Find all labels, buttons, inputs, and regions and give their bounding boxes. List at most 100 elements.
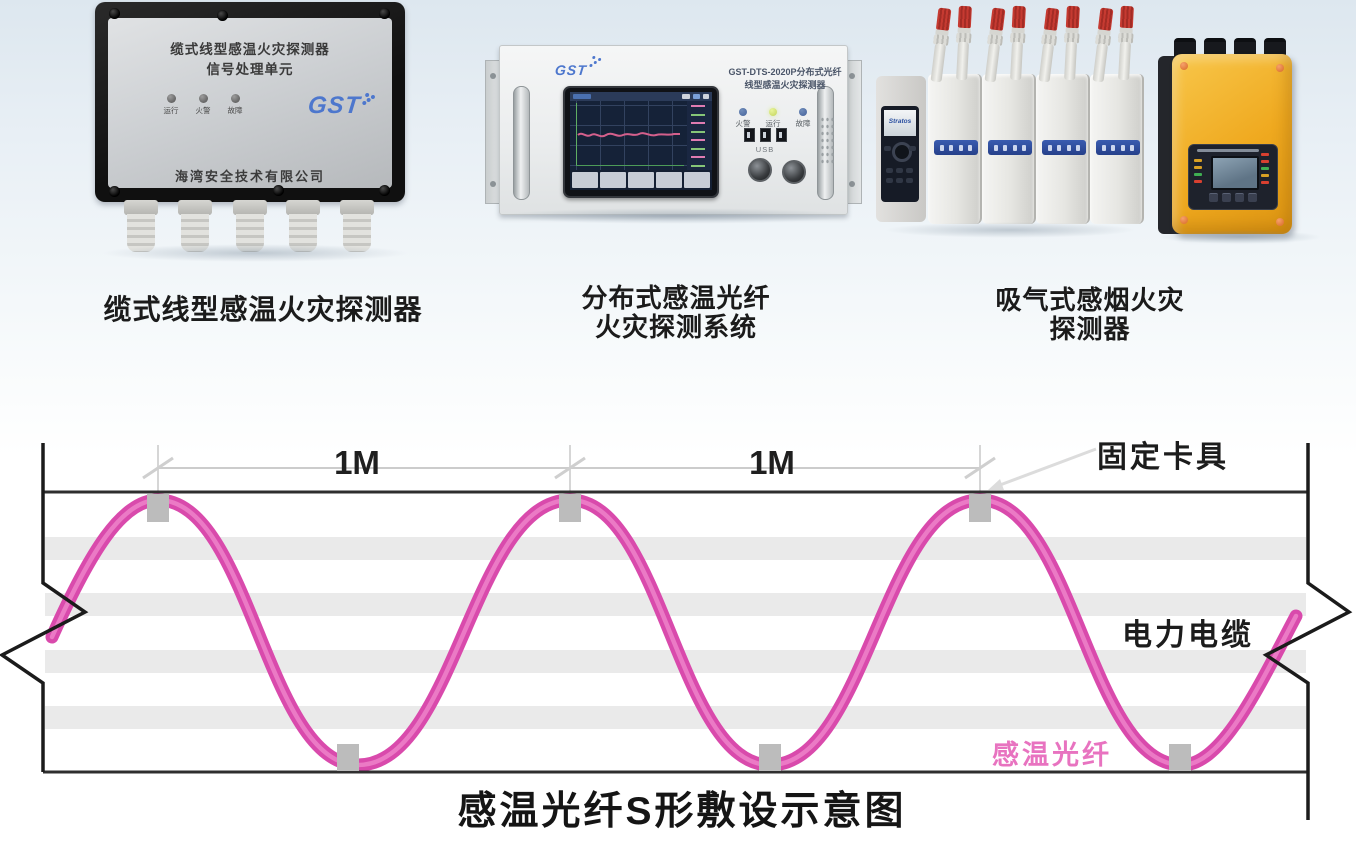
screw-icon <box>1180 62 1188 70</box>
led-run: 运行 <box>154 94 188 116</box>
module-status-strip <box>1096 140 1140 155</box>
fixing-clamp <box>147 494 169 522</box>
led-dot <box>769 108 777 116</box>
product-shadow <box>100 244 410 262</box>
indicator-run: 运行 <box>755 108 791 129</box>
clamp-label: 固定卡具 <box>1097 440 1229 474</box>
sampling-pipe <box>1008 5 1027 81</box>
panel-button <box>1248 193 1257 202</box>
left-break-line <box>0 443 89 772</box>
signal-processing-unit-photo: 缆式线型感温火灾探测器 信号处理单元 运行 火警 故障 GST 海湾安全技术有限… <box>95 2 405 254</box>
led-dot <box>799 108 807 116</box>
sampling-pipe <box>1091 7 1115 83</box>
gst-logo-icon: GST <box>307 92 368 120</box>
sensing-fiber-highlight <box>49 497 1299 768</box>
module-status-strip <box>988 140 1032 155</box>
led-dot <box>198 94 208 103</box>
sampling-pipe <box>1037 7 1061 83</box>
module-status-strip <box>934 140 978 155</box>
dimension-slash <box>142 456 174 480</box>
sampling-pipe <box>983 7 1007 83</box>
detector-module <box>982 74 1036 224</box>
screw-icon <box>273 185 284 196</box>
detector-module <box>1090 74 1144 224</box>
fixing-clamp <box>337 744 359 771</box>
usb-label: USB <box>755 145 775 154</box>
clamp-leader-line <box>999 447 1097 487</box>
caption-dts-system: 分布式感温光纤 火灾探测系统 <box>581 283 771 342</box>
device-title-line2: 信号处理单元 <box>206 62 294 77</box>
sampling-pipe <box>1062 5 1081 81</box>
screen-header <box>570 92 712 101</box>
product-shadow <box>495 208 855 224</box>
led-column-left <box>1194 159 1206 187</box>
fiber-laying-diagram: 1M 1M 固定卡具 电力电缆 感温光纤 感温光纤S形敷设示意图 <box>0 440 1353 833</box>
display-brand: Stratos <box>888 118 912 125</box>
yellow-detector-photo <box>1150 30 1330 242</box>
screw-icon <box>1276 218 1284 226</box>
gst-logo-icon: GST <box>554 62 593 78</box>
screen-content <box>570 92 712 190</box>
touchscreen <box>563 86 719 198</box>
temperature-trace <box>577 132 680 138</box>
fixing-clamp <box>759 744 781 771</box>
usb-port-icon <box>744 128 755 142</box>
power-cable-stripe <box>45 537 1306 560</box>
screw-icon <box>1180 216 1188 224</box>
module-display: Stratos <box>884 110 916 136</box>
device-title-line1: 缆式线型感温火灾探测器 <box>170 42 330 57</box>
fixing-clamp <box>969 494 991 522</box>
detector-module <box>928 74 982 224</box>
power-cable-stripe <box>45 706 1306 729</box>
diagram-title: 感温光纤S形敷设示意图 <box>457 790 906 833</box>
usb-port-icon <box>760 128 771 142</box>
panel-button <box>1222 193 1231 202</box>
dimension-label-2: 1M <box>749 444 795 481</box>
detector-module <box>1036 74 1090 224</box>
led-dot <box>166 94 176 103</box>
screw-icon <box>109 186 120 197</box>
led-dot <box>230 94 240 103</box>
cable-gland <box>340 200 374 252</box>
screw-icon <box>217 10 228 21</box>
panel-button <box>1209 193 1218 202</box>
product-shadow <box>884 222 1136 238</box>
control-module: Stratos <box>876 76 926 222</box>
indicator-fault: 故障 <box>785 108 821 129</box>
gst-logo-swoosh-icon <box>589 64 593 67</box>
screw-icon <box>1276 64 1284 72</box>
power-cable-stripe <box>45 593 1306 616</box>
sampling-pipe <box>929 7 953 83</box>
device-faceplate: 缆式线型感温火灾探测器 信号处理单元 运行 火警 故障 GST 海湾安全技术有限… <box>108 18 392 188</box>
temperature-chart <box>570 101 687 170</box>
led-fire: 火警 <box>186 94 220 116</box>
led-column-right <box>1261 153 1273 188</box>
indicator-fire: 火警 <box>725 108 761 129</box>
panel-header <box>1197 149 1259 152</box>
fiber-label: 感温光纤 <box>992 739 1112 770</box>
led-dot <box>739 108 747 116</box>
cable-gland <box>233 200 267 252</box>
clamp-leader-arrow-icon <box>988 479 1004 490</box>
dts-host-photo: GST GST-DTS-2020P分布式光纤 线型感温火灾探测器 <box>485 45 862 220</box>
usb-port-icon <box>776 128 787 142</box>
gst-logo-swoosh-icon <box>362 101 367 105</box>
company-name: 海湾安全技术有限公司 <box>174 169 325 184</box>
led-fault: 故障 <box>218 94 252 116</box>
product-shadow <box>1158 230 1322 244</box>
connector-knob <box>748 158 772 182</box>
model-name: GST-DTS-2020P分布式光纤 线型感温火灾探测器 <box>728 67 842 90</box>
screw-icon <box>379 185 390 196</box>
cable-gland <box>124 200 158 252</box>
right-break-line <box>1262 443 1353 820</box>
device-faceplate <box>1172 54 1292 234</box>
power-cable-label: 电力电缆 <box>1122 619 1254 652</box>
dimension-slash <box>964 456 996 480</box>
vent-slots <box>820 116 834 166</box>
caption-aspirating-detector: 吸气式感烟火灾 探测器 <box>995 285 1185 344</box>
cable-gland <box>178 200 212 252</box>
device-faceplate: GST GST-DTS-2020P分布式光纤 线型感温火灾探测器 <box>499 45 848 215</box>
screw-icon <box>379 8 390 19</box>
lcd-display <box>1211 156 1259 190</box>
